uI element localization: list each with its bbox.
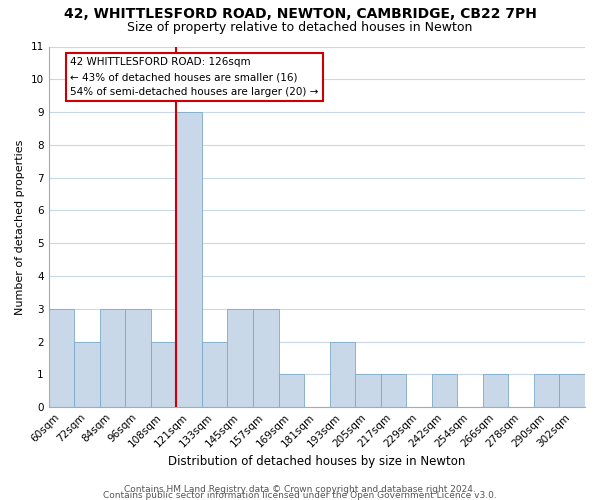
- Text: Size of property relative to detached houses in Newton: Size of property relative to detached ho…: [127, 21, 473, 34]
- Bar: [432, 374, 457, 407]
- Bar: [176, 112, 202, 407]
- Bar: [329, 342, 355, 407]
- Bar: [100, 309, 125, 407]
- Bar: [534, 374, 559, 407]
- Bar: [74, 342, 100, 407]
- Text: Contains public sector information licensed under the Open Government Licence v3: Contains public sector information licen…: [103, 490, 497, 500]
- Y-axis label: Number of detached properties: Number of detached properties: [15, 139, 25, 314]
- Bar: [227, 309, 253, 407]
- Bar: [483, 374, 508, 407]
- Bar: [151, 342, 176, 407]
- Bar: [253, 309, 278, 407]
- Bar: [278, 374, 304, 407]
- Bar: [355, 374, 380, 407]
- Text: Contains HM Land Registry data © Crown copyright and database right 2024.: Contains HM Land Registry data © Crown c…: [124, 484, 476, 494]
- Text: 42 WHITTLESFORD ROAD: 126sqm
← 43% of detached houses are smaller (16)
54% of se: 42 WHITTLESFORD ROAD: 126sqm ← 43% of de…: [70, 58, 319, 97]
- Bar: [125, 309, 151, 407]
- Bar: [49, 309, 74, 407]
- X-axis label: Distribution of detached houses by size in Newton: Distribution of detached houses by size …: [168, 454, 466, 468]
- Text: 42, WHITTLESFORD ROAD, NEWTON, CAMBRIDGE, CB22 7PH: 42, WHITTLESFORD ROAD, NEWTON, CAMBRIDGE…: [64, 8, 536, 22]
- Bar: [380, 374, 406, 407]
- Bar: [202, 342, 227, 407]
- Bar: [559, 374, 585, 407]
